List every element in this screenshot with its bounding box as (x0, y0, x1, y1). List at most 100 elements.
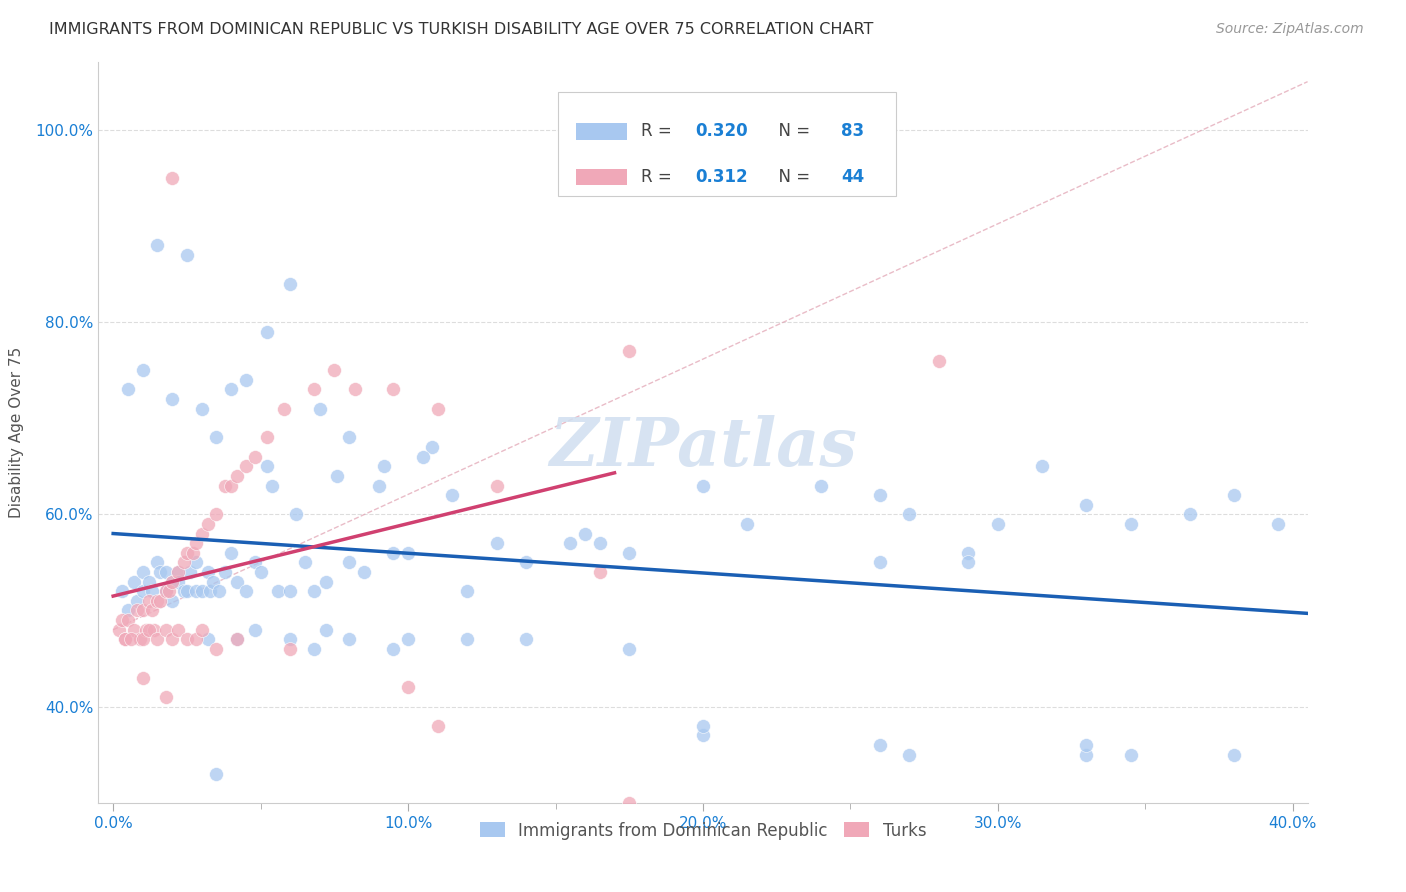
Point (337, 556, 360, 570)
Point (256, 459, 278, 474)
Point (485, 536, 508, 550)
Point (135, 623, 157, 637)
Point (1267, 516, 1289, 531)
Point (249, 565, 271, 579)
Point (131, 671, 153, 685)
Point (619, 546, 641, 560)
Text: R =: R = (641, 122, 678, 140)
Point (111, 584, 134, 599)
Point (262, 478, 284, 492)
Point (256, 325, 278, 339)
Point (353, 565, 375, 579)
Point (160, 632, 183, 647)
Point (1076, 738, 1098, 752)
Point (141, 603, 163, 617)
Point (810, 478, 832, 492)
Point (1178, 508, 1201, 522)
FancyBboxPatch shape (576, 123, 627, 140)
Point (125, 594, 148, 608)
Point (302, 584, 325, 599)
Point (149, 565, 172, 579)
Point (190, 401, 212, 416)
Point (1119, 747, 1142, 762)
Point (243, 450, 266, 464)
Point (396, 681, 419, 695)
FancyBboxPatch shape (576, 169, 627, 186)
Point (117, 613, 139, 627)
Point (267, 584, 290, 599)
Point (197, 632, 219, 647)
Point (131, 632, 153, 647)
Point (200, 584, 222, 599)
Point (125, 603, 148, 617)
Point (456, 632, 478, 647)
Point (190, 526, 212, 541)
Point (302, 382, 325, 396)
Point (256, 430, 278, 444)
Point (1076, 747, 1098, 762)
Point (167, 574, 190, 589)
Point (574, 526, 596, 541)
Point (869, 556, 891, 570)
Point (235, 584, 257, 599)
Point (243, 623, 266, 637)
Point (214, 478, 236, 492)
Point (205, 508, 228, 522)
Point (1119, 516, 1142, 531)
Point (184, 536, 207, 550)
Point (420, 440, 443, 454)
Point (146, 594, 169, 608)
Point (146, 632, 169, 647)
Point (1031, 459, 1053, 474)
Text: N =: N = (768, 122, 815, 140)
Point (235, 459, 257, 474)
Point (138, 574, 160, 589)
Point (337, 632, 360, 647)
Point (692, 478, 714, 492)
Point (619, 642, 641, 657)
Point (205, 642, 228, 657)
Point (243, 556, 266, 570)
Point (226, 632, 249, 647)
Point (190, 584, 212, 599)
Point (226, 574, 249, 589)
Point (367, 478, 389, 492)
Point (219, 546, 242, 560)
Point (149, 594, 172, 608)
Point (957, 556, 980, 570)
Point (181, 546, 204, 560)
Point (560, 536, 582, 550)
Point (167, 565, 190, 579)
Text: R =: R = (641, 168, 682, 186)
Point (202, 574, 225, 589)
Point (382, 546, 405, 560)
Point (197, 516, 219, 531)
Point (692, 719, 714, 733)
Point (326, 469, 349, 483)
Point (278, 642, 301, 657)
Point (184, 632, 207, 647)
Point (619, 343, 641, 358)
Text: N =: N = (768, 168, 815, 186)
Point (167, 623, 190, 637)
Point (589, 536, 612, 550)
Point (205, 767, 228, 781)
Y-axis label: Disability Age Over 75: Disability Age Over 75 (10, 347, 24, 518)
Point (155, 584, 177, 599)
Point (160, 574, 183, 589)
Point (373, 459, 395, 474)
Point (190, 623, 212, 637)
Point (117, 382, 139, 396)
Point (214, 565, 236, 579)
Point (343, 382, 366, 396)
Point (898, 508, 921, 522)
Point (226, 469, 249, 483)
Point (120, 632, 142, 647)
Point (155, 565, 177, 579)
Point (396, 546, 419, 560)
Point (619, 796, 641, 810)
Point (323, 363, 346, 377)
Point (122, 623, 145, 637)
Point (122, 574, 145, 589)
Point (114, 632, 136, 647)
